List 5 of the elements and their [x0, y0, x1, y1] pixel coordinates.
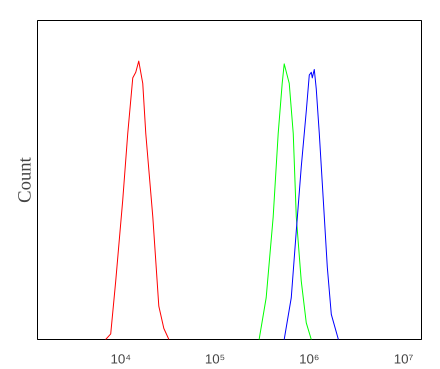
x-tick-label: 10⁶	[299, 352, 320, 366]
x-tick-label: 10⁴	[110, 352, 132, 366]
y-axis-title: Count	[14, 156, 36, 203]
x-tick-label: 10⁷	[394, 352, 414, 366]
x-tick-label: 10⁵	[204, 352, 226, 366]
